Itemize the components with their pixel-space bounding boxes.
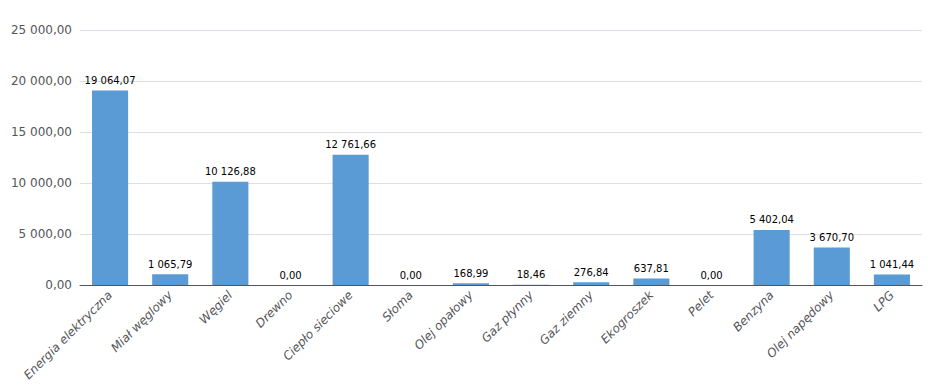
svg-text:Ekogroszek: Ekogroszek	[598, 287, 657, 346]
svg-text:Energia elektryczna: Energia elektryczna	[21, 288, 115, 382]
svg-text:Ciepło sieciowe: Ciepło sieciowe	[280, 288, 355, 363]
svg-text:18,46: 18,46	[517, 269, 546, 280]
svg-text:Olej napędowy: Olej napędowy	[764, 287, 837, 360]
svg-text:1 065,79: 1 065,79	[148, 259, 193, 270]
svg-text:Węgiel: Węgiel	[197, 288, 236, 327]
svg-text:Gaz płynny: Gaz płynny	[479, 287, 537, 345]
svg-text:168,99: 168,99	[453, 268, 488, 279]
svg-text:637,81: 637,81	[634, 263, 669, 274]
svg-text:10 000,00: 10 000,00	[11, 176, 72, 190]
svg-text:5 402,04: 5 402,04	[749, 214, 794, 225]
svg-text:25 000,00: 25 000,00	[11, 23, 72, 37]
svg-text:15 000,00: 15 000,00	[11, 125, 72, 139]
svg-text:19 064,07: 19 064,07	[85, 75, 136, 86]
svg-text:0,00: 0,00	[279, 270, 301, 281]
svg-text:10 126,88: 10 126,88	[205, 166, 256, 177]
svg-text:Słoma: Słoma	[379, 288, 415, 324]
svg-text:0,00: 0,00	[400, 270, 422, 281]
svg-text:0,00: 0,00	[700, 270, 722, 281]
svg-text:1 041,44: 1 041,44	[870, 259, 915, 270]
svg-text:276,84: 276,84	[574, 267, 609, 278]
svg-text:5 000,00: 5 000,00	[19, 227, 72, 241]
svg-text:12 761,66: 12 761,66	[325, 139, 376, 150]
svg-text:Olej opałowy: Olej opałowy	[411, 287, 476, 352]
svg-text:Gaz ziemny: Gaz ziemny	[537, 287, 597, 347]
svg-text:Benzyna: Benzyna	[730, 288, 776, 334]
svg-text:Pelet: Pelet	[685, 287, 717, 319]
svg-text:0,00: 0,00	[45, 278, 72, 292]
svg-text:LPG: LPG	[871, 288, 897, 314]
svg-text:3 670,70: 3 670,70	[810, 232, 855, 243]
svg-text:Drewno: Drewno	[253, 288, 296, 331]
svg-text:20 000,00: 20 000,00	[11, 74, 72, 88]
svg-text:Miał węglowy: Miał węglowy	[108, 287, 176, 355]
